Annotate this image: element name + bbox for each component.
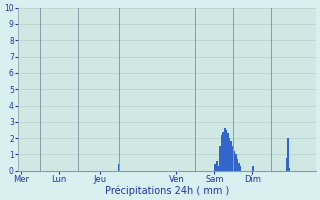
Bar: [222, 132, 224, 171]
Bar: [240, 166, 241, 171]
X-axis label: Précipitations 24h ( mm ): Précipitations 24h ( mm ): [105, 185, 229, 196]
Bar: [236, 159, 238, 171]
Bar: [252, 166, 254, 171]
Bar: [287, 138, 289, 171]
Bar: [218, 166, 219, 171]
Bar: [227, 133, 229, 171]
Bar: [229, 138, 230, 171]
Bar: [238, 163, 240, 171]
Bar: [221, 135, 222, 171]
Bar: [234, 151, 235, 171]
Bar: [118, 164, 119, 171]
Bar: [226, 130, 227, 171]
Bar: [216, 161, 218, 171]
Bar: [235, 154, 236, 171]
Bar: [232, 146, 234, 171]
Bar: [230, 141, 232, 171]
Bar: [289, 168, 291, 171]
Bar: [219, 146, 221, 171]
Bar: [214, 164, 216, 171]
Bar: [224, 128, 226, 171]
Bar: [286, 158, 287, 171]
